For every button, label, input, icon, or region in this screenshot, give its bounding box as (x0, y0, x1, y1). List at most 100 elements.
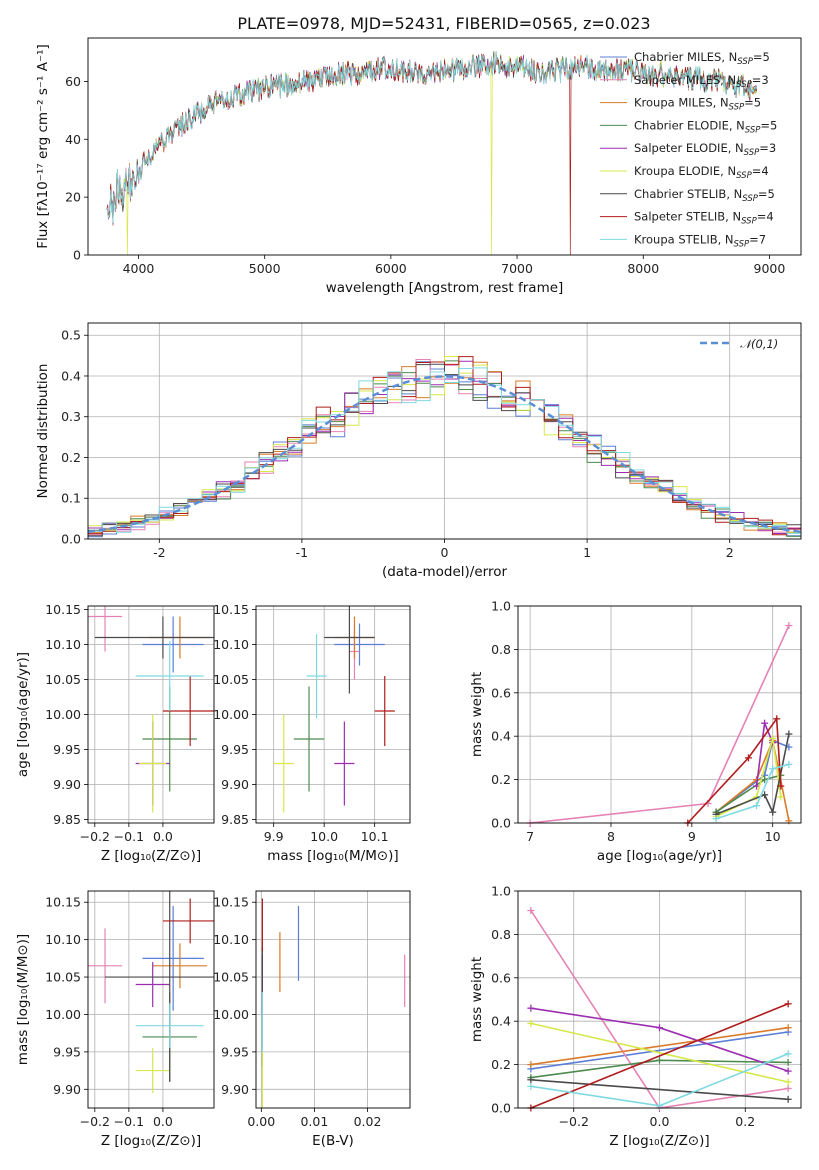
chart-title: PLATE=0978, MJD=52431, FIBERID=0565, z=0… (237, 14, 650, 33)
axes-frame (87, 322, 802, 540)
error-bar-point (88, 928, 123, 1004)
y-tick-label: 10.15 (45, 602, 81, 617)
error-bar-point (162, 898, 214, 944)
y-tick-label: 10.05 (45, 970, 81, 985)
spectrum-line (106, 52, 757, 224)
mass-weight-marker (784, 1000, 792, 1008)
y-tick-label: 60 (65, 74, 81, 89)
x-tick-label: 7000 (501, 261, 533, 276)
y-tick-label: 9.95 (221, 1044, 249, 1059)
axes-frame (517, 605, 802, 824)
x-axis-label: age [log₁₀(age/yr)] (597, 848, 722, 864)
mass-weight-marker (753, 802, 761, 810)
mass-weight-line (687, 716, 782, 823)
error-bar-point (162, 676, 214, 746)
x-tick-label: −0.2 (80, 1114, 110, 1129)
error-bar-point (135, 1048, 170, 1094)
y-axis-label: mass weight (469, 957, 485, 1042)
mass-weight-marker (785, 730, 793, 738)
mass-weight-line (530, 1022, 789, 1083)
y-tick-label: 10.00 (213, 1007, 249, 1022)
error-bar-point (135, 641, 204, 711)
x-tick-label: 2 (726, 545, 734, 560)
legend-entry: Kroupa MILES, NSSP=5 (634, 96, 761, 113)
error-bar-point (135, 1003, 204, 1049)
mass-weight-vs-age-axes: 7 8 9 10 0.0 0.2 0.4 0.6 0.8 1.0 age [log₁₀(age/yr… (469, 599, 802, 864)
x-axis-label: (data-model)/error (382, 564, 508, 580)
legend-entry: Chabrier MILES, NSSP=5 (634, 50, 770, 67)
mass-weight-marker (744, 754, 752, 762)
x-tick-label: 0.02 (354, 1114, 382, 1129)
x-tick-label: 9000 (754, 261, 786, 276)
y-tick-label: 10.05 (213, 672, 249, 687)
mass-weight-marker (784, 1078, 792, 1086)
mass-weight-vs-metallicity-axes: −0.2 0.0 0.2 0.0 0.2 0.4 0.6 0.8 1.0 Z [log₁₀(Z/Z… (469, 884, 802, 1149)
mass-weight-marker (761, 719, 769, 727)
y-axis-label: Flux [fλ10⁻¹⁷ erg cm⁻² s⁻¹ A⁻¹] (35, 44, 51, 249)
legend-entry: Salpeter STELIB, NSSP=4 (634, 210, 774, 227)
legend-entry: Kroupa STELIB, NSSP=7 (634, 232, 766, 249)
y-tick-label: 0.3 (61, 409, 81, 424)
mass-weight-line (530, 625, 790, 823)
y-tick-label: 0.2 (61, 450, 81, 465)
axes-frame (517, 890, 802, 1109)
y-tick-label: 10.00 (45, 1007, 81, 1022)
error-bar-point (374, 676, 395, 746)
y-tick-label: 10.15 (213, 602, 249, 617)
y-axis-label: Normed distribution (35, 364, 51, 499)
mass-vs-metallicity-axes: −0.2 −0.1 0.0 9.90 9.95 10.00 10.05 10.10 10.15 Z… (15, 890, 215, 1149)
mass-weight-marker (784, 1024, 792, 1032)
x-tick-label: 9.9 (264, 829, 284, 844)
y-axis-label: age [log₁₀(age/yr)] (15, 652, 31, 777)
error-bar-point (139, 714, 167, 813)
y-tick-label: 10.00 (45, 707, 81, 722)
x-axis-label: mass [log₁₀(M/M⊙)] (267, 848, 398, 864)
x-tick-label: 9 (688, 829, 696, 844)
error-bar-point (88, 606, 123, 652)
mass-weight-marker (527, 1004, 535, 1012)
mass-weight-marker (769, 765, 777, 773)
mass-weight-marker (777, 782, 785, 790)
mass-weight-marker (527, 1082, 535, 1090)
x-tick-label: 6000 (375, 261, 407, 276)
y-tick-label: 9.90 (221, 1082, 249, 1097)
x-tick-label: -2 (153, 545, 165, 560)
x-axis-label: E(B-V) (312, 1133, 354, 1149)
x-tick-label: 10.1 (361, 829, 389, 844)
mass-weight-marker (761, 791, 769, 799)
x-tick-label: −0.2 (80, 829, 110, 844)
mass-weight-marker (527, 1061, 535, 1069)
mass-weight-line (715, 763, 790, 820)
y-tick-label: 9.85 (221, 812, 249, 827)
mass-weight-marker (527, 907, 535, 915)
mass-weight-marker (656, 1024, 663, 1032)
x-axis-label: Z [log₁₀(Z/Z⊙)] (101, 1133, 201, 1149)
mass-weight-marker (761, 776, 769, 784)
mass-weight-line (530, 1003, 789, 1108)
mass-weight-line (530, 1031, 789, 1070)
y-axis-label: mass weight (469, 672, 485, 757)
mass-weight-marker (527, 1019, 535, 1027)
y-tick-label: 9.95 (53, 742, 81, 757)
axes-frame (87, 37, 802, 256)
mass-weight-marker (769, 734, 777, 742)
x-tick-label: -1 (296, 545, 308, 560)
y-tick-label: 0.6 (491, 970, 511, 985)
x-tick-label: 1 (583, 545, 591, 560)
y-tick-label: 0.8 (491, 927, 511, 942)
error-bar-point (273, 714, 294, 813)
error-bar-point (324, 606, 375, 694)
histogram-legend: 𝒩(0,1) (700, 337, 778, 351)
error-bar-point (334, 623, 385, 666)
x-tick-label: 7 (526, 829, 534, 844)
error-bar-point (94, 616, 214, 659)
y-tick-label: 10.10 (45, 637, 81, 652)
error-bar-point (142, 905, 204, 1011)
mass-weight-marker (785, 622, 793, 630)
y-tick-label: 10.05 (45, 672, 81, 687)
error-bar-point (135, 962, 170, 1007)
y-tick-label: 0.4 (491, 1014, 511, 1029)
y-tick-label: 9.95 (53, 1044, 81, 1059)
x-tick-label: 0 (441, 545, 449, 560)
y-tick-label: 0.0 (61, 532, 81, 547)
